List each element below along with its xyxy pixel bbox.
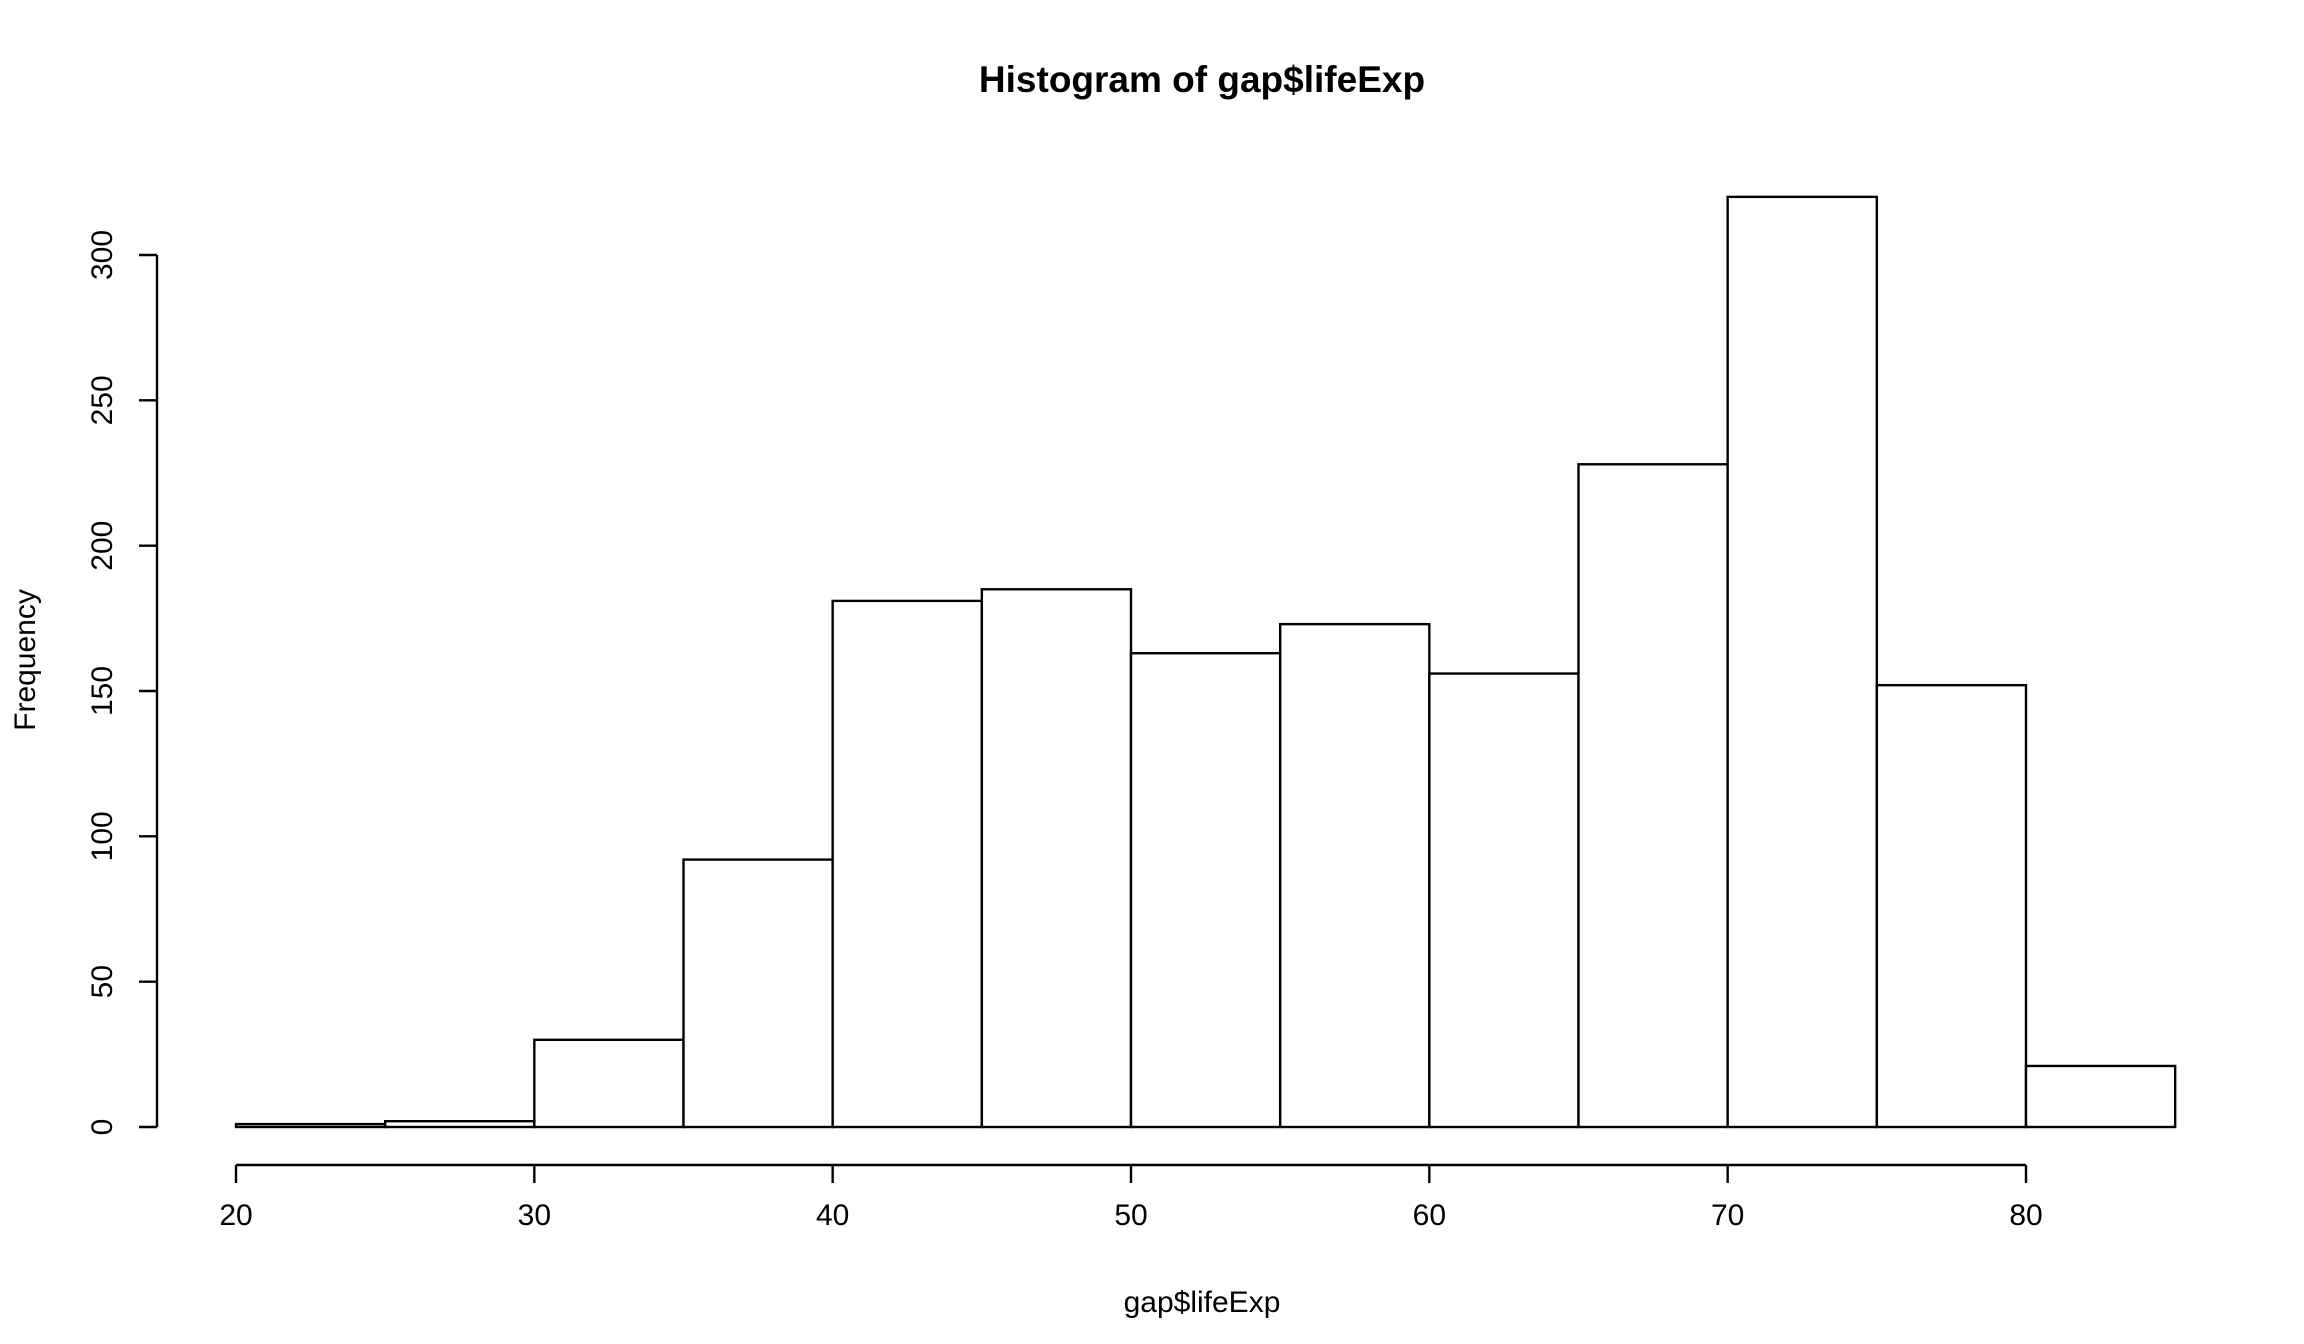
histogram-bar-25-30 xyxy=(383,1119,536,1129)
chart-title: Histogram of gap$lifeExp xyxy=(979,59,1425,100)
x-axis-label: gap$lifeExp xyxy=(1124,1286,1281,1319)
bars-group xyxy=(234,195,2177,1129)
x-tick-label-60: 60 xyxy=(1413,1199,1446,1232)
histogram-bar-50-55 xyxy=(1129,652,1282,1129)
histogram-bar-60-65 xyxy=(1428,672,1580,1129)
y-axis: 0 50 100 150 200 250 300 xyxy=(86,230,159,1136)
y-tick-label-150: 150 xyxy=(86,666,119,716)
x-tick-label-80: 80 xyxy=(2009,1199,2042,1232)
histogram-bar-75-80 xyxy=(1875,683,2028,1129)
x-tick-label-40: 40 xyxy=(816,1199,849,1232)
histogram-bar-30-35 xyxy=(533,1038,685,1129)
x-axis: 20 30 40 50 60 70 80 xyxy=(219,1163,2043,1232)
histogram-bar-70-75 xyxy=(1726,195,1879,1129)
histogram-bar-55-60 xyxy=(1278,622,1431,1129)
x-tick-label-70: 70 xyxy=(1711,1199,1744,1232)
y-tick-label-300: 300 xyxy=(86,230,119,280)
y-tick-label-0: 0 xyxy=(86,1119,119,1136)
histogram-bar-65-70 xyxy=(1577,463,1729,1129)
histogram-bar-80-85 xyxy=(2024,1064,2177,1129)
y-tick-label-200: 200 xyxy=(86,521,119,571)
y-tick-label-250: 250 xyxy=(86,375,119,425)
histogram-bar-45-50 xyxy=(980,588,1133,1129)
histogram-bar-35-40 xyxy=(682,858,834,1129)
x-tick-label-50: 50 xyxy=(1114,1199,1147,1232)
y-axis-label: Frequency xyxy=(9,589,42,731)
histogram-bar-40-45 xyxy=(831,599,984,1129)
y-tick-label-100: 100 xyxy=(86,811,119,861)
x-tick-label-30: 30 xyxy=(518,1199,551,1232)
x-tick-label-20: 20 xyxy=(219,1199,252,1232)
histogram-bar-20-25 xyxy=(234,1122,387,1129)
y-tick-label-50: 50 xyxy=(86,965,119,998)
